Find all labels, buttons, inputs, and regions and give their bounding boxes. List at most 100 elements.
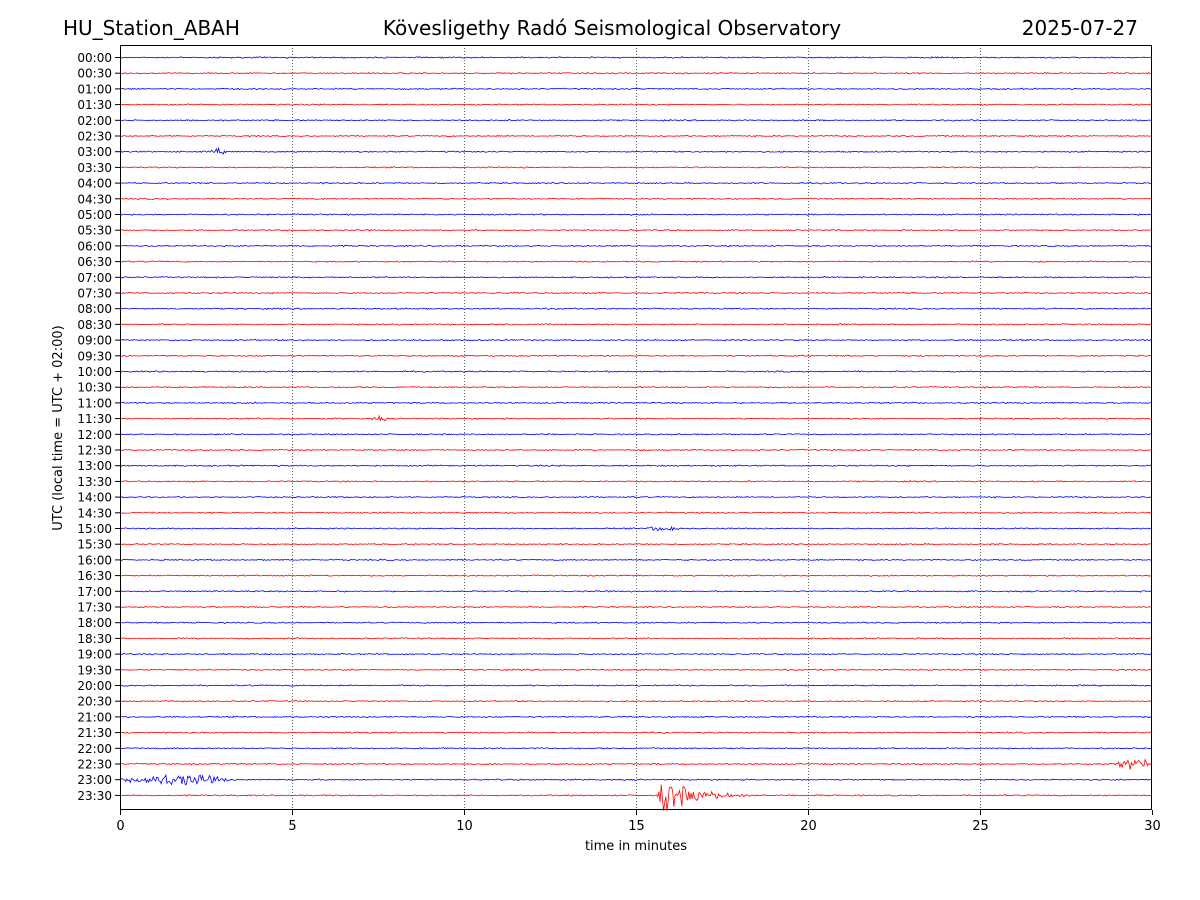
trace-1330: [119, 480, 1153, 483]
trace-1900: [119, 652, 1153, 656]
trace-1300: [119, 464, 1153, 467]
trace-2230: [119, 758, 1153, 770]
row-label-2030: 20:30: [77, 695, 112, 709]
row-label-1530: 15:30: [77, 538, 112, 552]
trace-0830: [119, 323, 1153, 326]
row-label-1300: 13:00: [77, 459, 112, 473]
row-label-2300: 23:00: [77, 773, 112, 787]
trace-0230: [119, 134, 1153, 138]
row-label-0830: 08:30: [77, 318, 112, 332]
row-label-2000: 20:00: [77, 679, 112, 693]
trace-1230: [119, 448, 1153, 452]
row-label-1700: 17:00: [77, 585, 112, 599]
row-label-2230: 22:30: [77, 758, 112, 772]
chart-title: Kövesligethy Radó Seismological Observat…: [382, 16, 842, 40]
row-label-1000: 10:00: [77, 365, 112, 379]
trace-0930: [119, 354, 1153, 358]
trace-0200: [119, 118, 1153, 122]
trace-2030: [119, 699, 1153, 703]
trace-2100: [119, 715, 1153, 719]
row-label-2200: 22:00: [77, 742, 112, 756]
row-label-1030: 10:30: [77, 381, 112, 395]
trace-0900: [119, 338, 1153, 342]
trace-0630: [119, 260, 1153, 263]
row-label-1230: 12:30: [77, 444, 112, 458]
trace-1200: [119, 432, 1153, 436]
row-label-0230: 02:30: [77, 130, 112, 144]
row-label-1930: 19:30: [77, 663, 112, 677]
row-label-2130: 21:30: [77, 726, 112, 740]
trace-0300: [119, 146, 1153, 155]
row-label-1100: 11:00: [77, 396, 112, 410]
x-axis-ticks: 0 5 10 15 20 25 30: [116, 810, 1161, 834]
trace-2200: [119, 746, 1153, 750]
trace-1030: [119, 385, 1153, 389]
trace-0130: [119, 103, 1153, 106]
row-label-0800: 08:00: [77, 302, 112, 316]
plot-frame: [120, 45, 1152, 810]
row-label-0630: 06:30: [77, 255, 112, 269]
y-axis-label: UTC (local time = UTC + 02:00): [51, 325, 66, 530]
trace-1700: [119, 589, 1153, 593]
row-label-0700: 07:00: [77, 271, 112, 285]
row-label-0930: 09:30: [77, 349, 112, 363]
x-tick-label-5: 5: [288, 819, 296, 834]
x-axis-label: time in minutes: [585, 839, 687, 854]
trace-1630: [119, 574, 1153, 577]
row-label-1830: 18:30: [77, 632, 112, 646]
row-label-2330: 23:30: [77, 789, 112, 803]
row-label-1900: 19:00: [77, 648, 112, 662]
trace-2300: [119, 773, 1153, 786]
row-label-1730: 17:30: [77, 601, 112, 615]
row-label-1630: 16:30: [77, 569, 112, 583]
trace-0030: [119, 71, 1153, 75]
row-label-0730: 07:30: [77, 287, 112, 301]
trace-2330: [119, 784, 1153, 811]
row-label-0600: 06:00: [77, 239, 112, 253]
trace-1530: [119, 542, 1153, 546]
trace-1800: [119, 621, 1153, 625]
trace-1100: [119, 401, 1153, 405]
row-label-1430: 14:30: [77, 506, 112, 520]
trace-0500: [119, 213, 1153, 216]
row-label-1400: 14:00: [77, 491, 112, 505]
row-label-0900: 09:00: [77, 334, 112, 348]
row-label-1600: 16:00: [77, 553, 112, 567]
row-label-0500: 05:00: [77, 208, 112, 222]
trace-0700: [119, 276, 1153, 279]
row-label-1500: 15:00: [77, 522, 112, 536]
trace-1600: [119, 558, 1153, 562]
row-label-0030: 00:30: [77, 67, 112, 81]
trace-1130: [119, 414, 1153, 422]
row-label-1800: 18:00: [77, 616, 112, 630]
trace-1930: [119, 668, 1153, 672]
trace-2000: [119, 684, 1153, 688]
row-label-2100: 21:00: [77, 710, 112, 724]
trace-0000: [119, 56, 1153, 59]
trace-0530: [119, 228, 1153, 232]
row-label-1130: 11:30: [77, 412, 112, 426]
row-label-0130: 01:30: [77, 98, 112, 112]
x-tick-label-30: 30: [1144, 819, 1161, 834]
row-label-0430: 04:30: [77, 192, 112, 206]
trace-2130: [119, 731, 1153, 734]
row-label-0300: 03:00: [77, 145, 112, 159]
trace-0730: [119, 291, 1153, 295]
seismic-traces: [119, 56, 1153, 811]
trace-1500: [119, 525, 1153, 532]
row-label-0400: 04:00: [77, 177, 112, 191]
trace-0600: [119, 244, 1153, 248]
row-label-0330: 03:30: [77, 161, 112, 175]
row-label-0200: 02:00: [77, 114, 112, 128]
row-label-0000: 00:00: [77, 51, 112, 65]
trace-1400: [119, 495, 1153, 499]
chart-header: HU_Station_ABAH Kövesligethy Radó Seismo…: [0, 0, 1200, 44]
trace-0400: [119, 181, 1153, 185]
row-label-0530: 05:30: [77, 224, 112, 238]
x-tick-label-25: 25: [972, 819, 989, 834]
chart-date: 2025-07-27: [1021, 16, 1138, 40]
x-tick-label-10: 10: [456, 819, 473, 834]
row-label-0100: 01:00: [77, 82, 112, 96]
